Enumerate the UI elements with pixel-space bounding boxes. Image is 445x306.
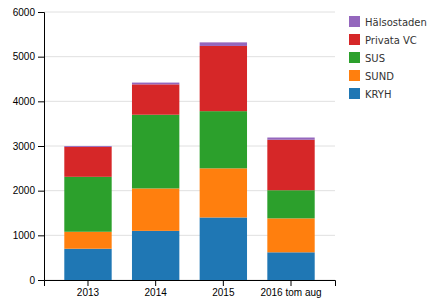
bars <box>64 42 314 280</box>
legend-item: Hälsostaden <box>349 16 427 28</box>
tick-mark <box>38 101 44 102</box>
legend-label: KRYH <box>365 89 392 100</box>
series <box>64 111 314 232</box>
legend-label: Hälsostaden <box>365 17 427 28</box>
tick-label: 1000 <box>13 230 36 241</box>
bar <box>267 138 314 140</box>
bar <box>132 115 179 189</box>
y-axis: 0 1000 2000 3000 4000 5000 6000 <box>13 7 45 286</box>
grid-line <box>44 12 335 13</box>
bar <box>132 231 179 280</box>
bar <box>200 46 247 111</box>
legend-item: SUS <box>349 52 385 64</box>
tick-mark <box>38 146 44 147</box>
legend-label: Privata VC <box>365 35 417 46</box>
bar <box>200 42 247 46</box>
tick: 4000 <box>13 96 44 107</box>
grid-line <box>44 101 335 102</box>
tick: 2000 <box>13 185 44 196</box>
legend-item: KRYH <box>349 88 392 100</box>
legend-item: SUND <box>349 70 394 82</box>
tick-label: 4000 <box>13 96 36 107</box>
tick-mark <box>38 235 44 236</box>
tick-label: 2016 tom aug <box>260 287 321 298</box>
legend: Hälsostaden Privata VC SUS SUND KRYH <box>349 16 427 100</box>
legend-swatch <box>349 16 360 27</box>
tick-label: 2013 <box>77 287 100 298</box>
axis-line <box>45 281 336 287</box>
grid-line <box>44 56 335 57</box>
tick: 2016 tom aug <box>260 280 321 298</box>
tick: 3000 <box>13 141 44 152</box>
tick-mark <box>38 57 44 58</box>
tick: 5000 <box>13 51 44 62</box>
tick-label: 3000 <box>13 141 36 152</box>
tick-label: 0 <box>29 275 35 286</box>
bar <box>267 218 314 252</box>
bar <box>64 232 111 249</box>
bar <box>64 249 111 280</box>
legend-swatch <box>349 70 360 81</box>
bar <box>64 177 111 232</box>
tick-label: 2014 <box>145 287 168 298</box>
legend-swatch <box>349 52 360 63</box>
plot: 0100020003000400050006000201320142015201… <box>13 7 336 298</box>
bar <box>267 252 314 280</box>
legend-item: Privata VC <box>349 34 417 46</box>
tick: 2013 <box>77 280 100 298</box>
bar <box>132 84 179 114</box>
legend-label: SUS <box>365 53 385 64</box>
axis-line <box>38 13 45 281</box>
tick: 6000 <box>13 7 44 18</box>
tick-label: 5000 <box>13 51 36 62</box>
bar <box>64 146 111 148</box>
bar <box>200 111 247 168</box>
tick: 2015 <box>212 280 235 298</box>
series <box>64 42 314 147</box>
chart: 0100020003000400050006000201320142015201… <box>0 0 445 306</box>
legend-label: SUND <box>365 71 394 82</box>
tick-label: 2000 <box>13 185 36 196</box>
x-axis: 2013 2014 2015 2016 tom aug <box>45 280 336 298</box>
legend-swatch <box>349 34 360 45</box>
bar <box>132 188 179 230</box>
legend-swatch <box>349 88 360 99</box>
tick-mark <box>38 280 44 281</box>
bar <box>200 217 247 280</box>
tick-mark <box>38 191 44 192</box>
bar <box>267 190 314 218</box>
tick-label: 2015 <box>212 287 235 298</box>
grid <box>44 12 335 280</box>
tick: 1000 <box>13 230 44 241</box>
tick: 0 <box>29 275 44 286</box>
tick-mark <box>223 280 224 286</box>
bar <box>200 168 247 217</box>
tick-mark <box>38 12 44 13</box>
tick-mark <box>87 280 88 286</box>
tick-label: 6000 <box>13 7 36 18</box>
tick-mark <box>291 280 292 286</box>
bar <box>132 83 179 85</box>
tick-mark <box>155 280 156 286</box>
bar <box>267 140 314 190</box>
series <box>64 46 314 190</box>
bar <box>64 147 111 177</box>
tick: 2014 <box>145 280 168 298</box>
